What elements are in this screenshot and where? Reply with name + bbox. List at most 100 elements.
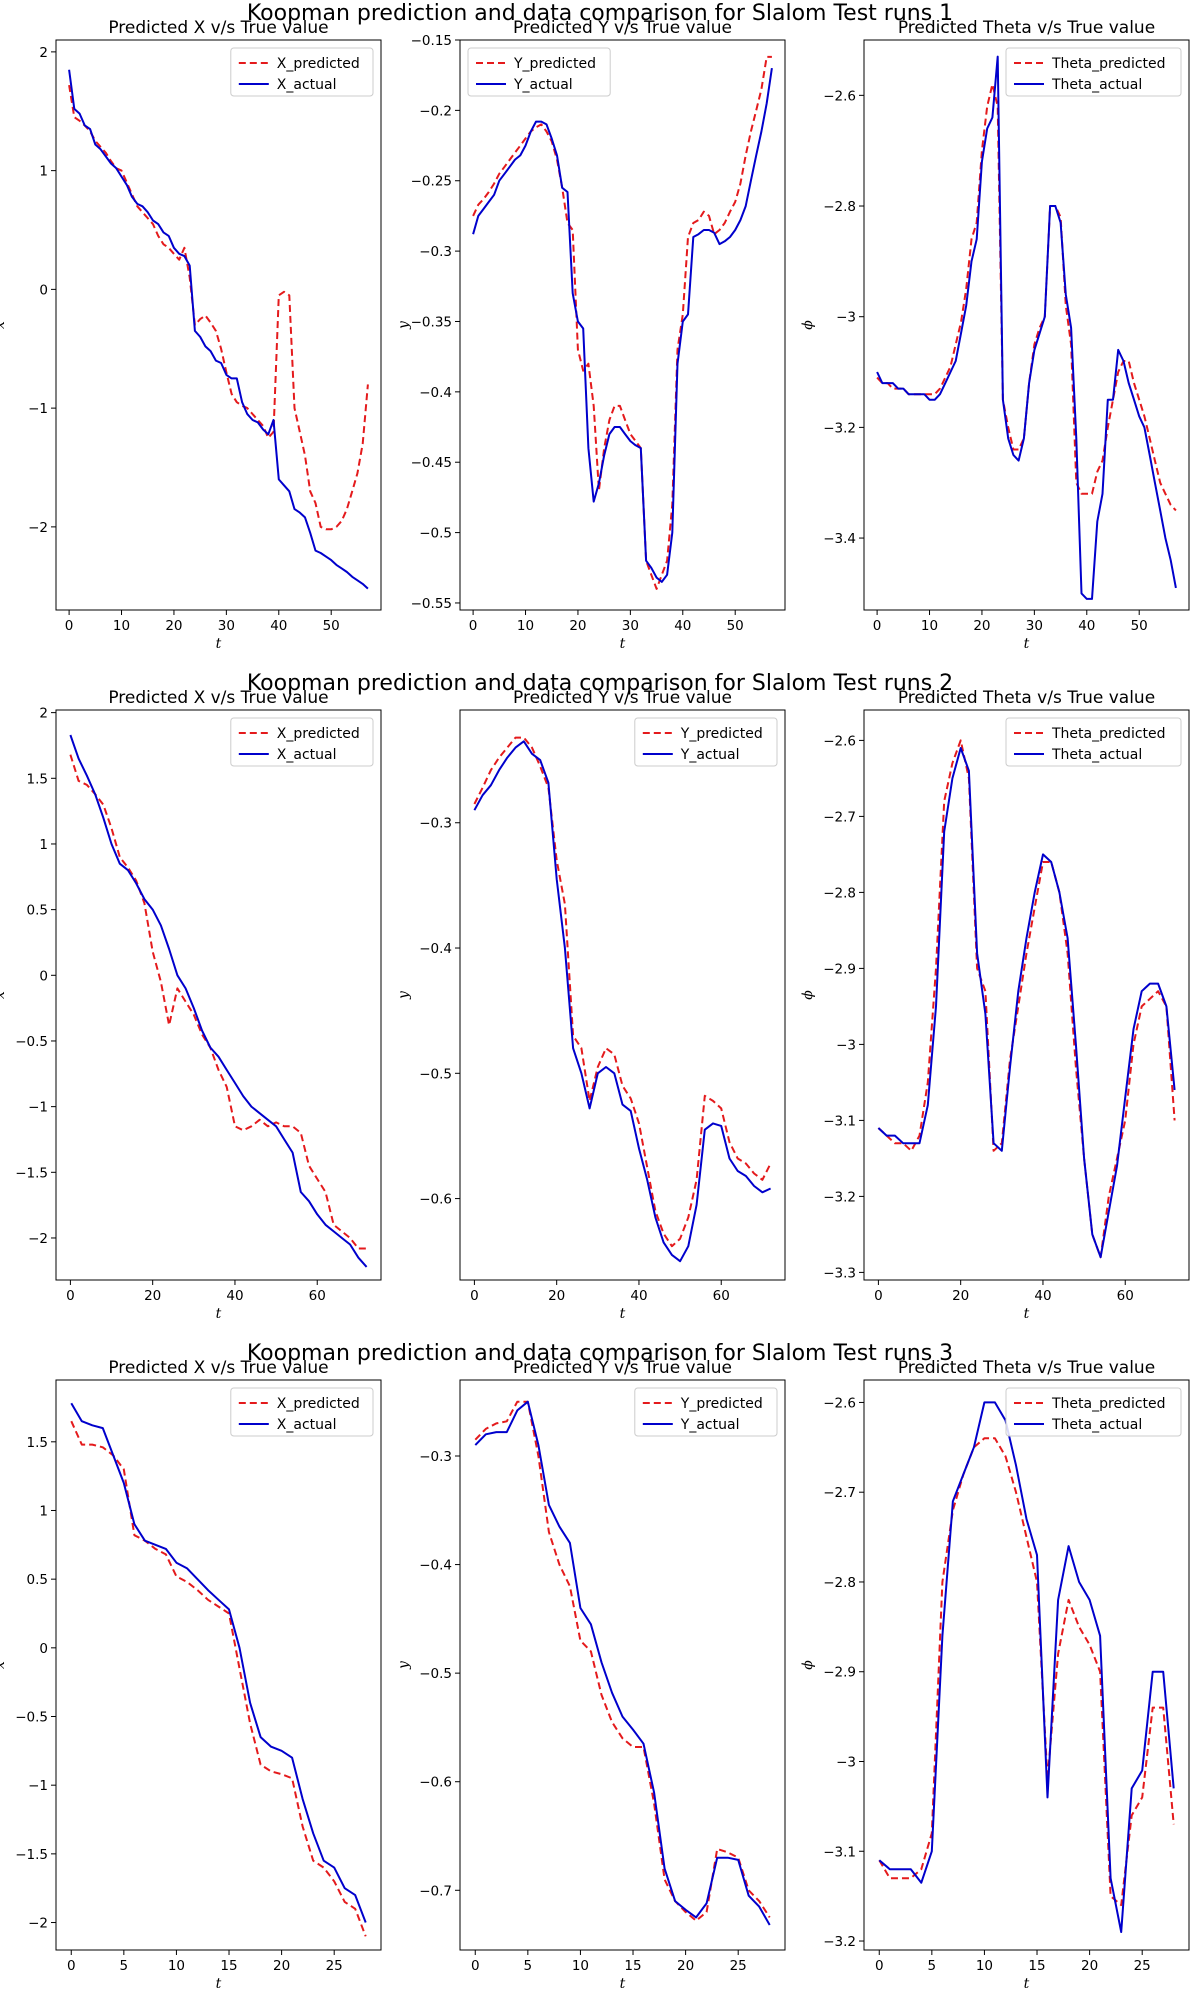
y-tick-label: −0.6	[419, 1192, 452, 1208]
y-tick-label: 1	[39, 837, 48, 853]
subplot-r3-c2: Predicted Y v/s True value 0 5 10 15 20 25 −0.7…	[396, 1358, 786, 1992]
y-tick-label: −3.2	[823, 420, 856, 436]
x-tick-label: 50	[323, 618, 340, 634]
series-line-theta-actual	[876, 55, 1177, 600]
axes-frame	[55, 39, 382, 611]
y-tick-label: −3.2	[823, 1189, 856, 1205]
series-line-x-predicted	[69, 754, 367, 1250]
subplot-title: Predicted Y v/s True value	[513, 1358, 732, 1378]
legend-box	[1005, 47, 1182, 97]
legend-box	[1005, 717, 1182, 767]
y-tick-label: −2.9	[823, 961, 856, 977]
legend: Theta_predicted Theta_actual	[1005, 717, 1182, 767]
y-axis-label: y	[396, 1660, 412, 1670]
axes-frame	[863, 709, 1190, 1281]
legend: X_predicted X_actual	[230, 717, 374, 767]
subplot-title: Predicted X v/s True value	[108, 688, 328, 708]
x-tick-label: 20	[548, 1288, 565, 1304]
y-tick-label: −0.6	[419, 1775, 452, 1791]
x-tick-label: 10	[113, 618, 130, 634]
legend: Theta_predicted Theta_actual	[1005, 1387, 1182, 1437]
legend-entry: X_predicted	[277, 56, 360, 72]
figure-title-run-1: Koopman prediction and data comparison f…	[247, 1, 953, 26]
x-axis-label: t	[620, 1306, 626, 1322]
series-line-y-actual	[474, 1400, 771, 1926]
x-tick-label: 20	[144, 1288, 161, 1304]
y-tick-label: 0.5	[27, 903, 48, 919]
y-tick-label: −2.7	[823, 809, 856, 825]
y-tick-label: −1.5	[15, 1165, 48, 1181]
series-line-theta-actual	[878, 1401, 1175, 1933]
y-axis-label: y	[396, 990, 412, 1000]
y-tick-label: 1	[39, 164, 48, 180]
x-tick-label: 10	[572, 1958, 589, 1974]
y-tick-label: −3.1	[823, 1844, 856, 1860]
y-tick-label: −2.6	[823, 1395, 856, 1411]
y-tick-label: −0.35	[411, 314, 452, 330]
subplot-r3-c3: Predicted Theta v/s True value 0 5 10 15 20 25…	[800, 1358, 1190, 1992]
subplot-r2-c2: Predicted Y v/s True value 0 20 40 60 −0.6 −0.…	[396, 688, 786, 1322]
x-axis-label: t	[1024, 636, 1030, 652]
x-axis-label: t	[620, 1976, 626, 1992]
x-tick-label: 40	[270, 618, 287, 634]
x-tick-label: 15	[220, 1958, 237, 1974]
x-axis-label: t	[216, 1306, 222, 1322]
y-tick-label: −3	[836, 310, 856, 326]
subplot-title: Predicted Y v/s True value	[513, 18, 732, 38]
axes-frame	[459, 1379, 786, 1951]
y-tick-label: 0.5	[27, 1572, 48, 1588]
y-axis-label: y	[396, 320, 412, 330]
legend: X_predicted X_actual	[230, 1387, 374, 1437]
y-tick-label: −1	[28, 401, 48, 417]
subplot-title: Predicted Theta v/s True value	[898, 688, 1155, 708]
y-tick-label: −2.8	[823, 199, 856, 215]
series-line-y-predicted	[474, 1400, 771, 1922]
x-tick-label: 0	[874, 1288, 883, 1304]
y-tick-label: −0.45	[411, 455, 452, 471]
y-tick-label: −2	[28, 520, 48, 536]
y-tick-label: −1.5	[15, 1847, 48, 1863]
x-tick-label: 0	[66, 1288, 75, 1304]
series-line-y-actual	[473, 740, 772, 1263]
series-line-x-actual	[69, 734, 368, 1268]
y-axis-label: ϕ	[800, 1660, 816, 1670]
series-line-theta-predicted	[877, 739, 1176, 1259]
y-tick-label: −3.4	[823, 531, 856, 547]
legend: X_predicted X_actual	[230, 47, 374, 97]
x-tick-label: 5	[524, 1958, 533, 1974]
legend: Theta_predicted Theta_actual	[1005, 47, 1182, 97]
y-tick-label: −0.5	[419, 526, 452, 542]
x-tick-label: 10	[921, 618, 938, 634]
axes-frame	[459, 709, 786, 1281]
subplot-title: Predicted Theta v/s True value	[898, 1358, 1155, 1378]
y-tick-label: −0.5	[15, 1034, 48, 1050]
y-tick-label: −0.5	[419, 1666, 452, 1682]
legend: Y_predicted Y_actual	[634, 717, 778, 767]
subplot-title: Predicted Y v/s True value	[513, 688, 732, 708]
legend-entry: Theta_actual	[1051, 1417, 1142, 1433]
y-tick-label: −0.15	[411, 33, 452, 49]
y-tick-label: −0.4	[419, 941, 452, 957]
legend-entry: Y_actual	[513, 77, 573, 93]
x-tick-label: 20	[165, 618, 182, 634]
y-tick-label: −0.3	[419, 244, 452, 260]
series-line-y-predicted	[472, 55, 772, 590]
x-tick-label: 0	[470, 1288, 479, 1304]
y-tick-label: −3	[836, 1037, 856, 1053]
x-tick-label: 30	[1026, 618, 1043, 634]
y-tick-label: 0	[39, 282, 48, 298]
subplot-r1-c3: Predicted Theta v/s True value 0 10 20 30 40 5…	[800, 18, 1190, 652]
legend: Y_predicted Y_actual	[634, 1387, 778, 1437]
legend-entry: Theta_predicted	[1051, 1396, 1166, 1412]
x-tick-label: 20	[677, 1958, 694, 1974]
y-tick-label: −2	[28, 1231, 48, 1247]
axes-frame	[55, 1379, 382, 1951]
x-tick-label: 0	[875, 1958, 884, 1974]
series-line-y-predicted	[473, 736, 772, 1248]
x-tick-label: 0	[469, 618, 478, 634]
axes-frame	[863, 39, 1190, 611]
y-tick-label: −0.3	[419, 816, 452, 832]
